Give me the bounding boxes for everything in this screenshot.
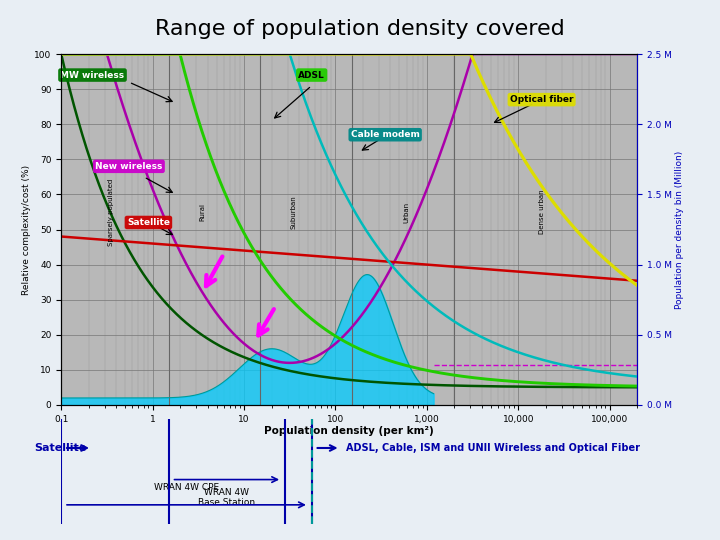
Text: WRAN 4W CPE: WRAN 4W CPE <box>154 483 219 492</box>
X-axis label: Population density (per km²): Population density (per km²) <box>264 427 434 436</box>
Text: MW wireless: MW wireless <box>60 71 125 79</box>
Text: Cable modem: Cable modem <box>351 130 420 139</box>
Text: Sparsely populated: Sparsely populated <box>108 178 114 246</box>
Text: ADSL: ADSL <box>298 71 325 79</box>
Text: ADSL, Cable, ISM and UNII Wireless and Optical Fiber: ADSL, Cable, ISM and UNII Wireless and O… <box>346 443 640 453</box>
Text: Optical fiber: Optical fiber <box>510 95 573 104</box>
Text: Rural: Rural <box>199 203 205 221</box>
Text: Satellite: Satellite <box>127 218 170 227</box>
Text: WRAN 4W
Base Station: WRAN 4W Base Station <box>198 488 256 508</box>
Text: Urban: Urban <box>404 201 410 222</box>
Text: Range of population density covered: Range of population density covered <box>155 19 565 39</box>
Text: Dense urban: Dense urban <box>539 190 544 234</box>
Y-axis label: Population per density bin (Million): Population per density bin (Million) <box>675 150 684 309</box>
Text: Suburban: Suburban <box>291 195 297 229</box>
Text: New wireless: New wireless <box>95 162 163 171</box>
Text: Satellite: Satellite <box>34 443 86 453</box>
Y-axis label: Relative complexity/cost (%): Relative complexity/cost (%) <box>22 165 32 294</box>
